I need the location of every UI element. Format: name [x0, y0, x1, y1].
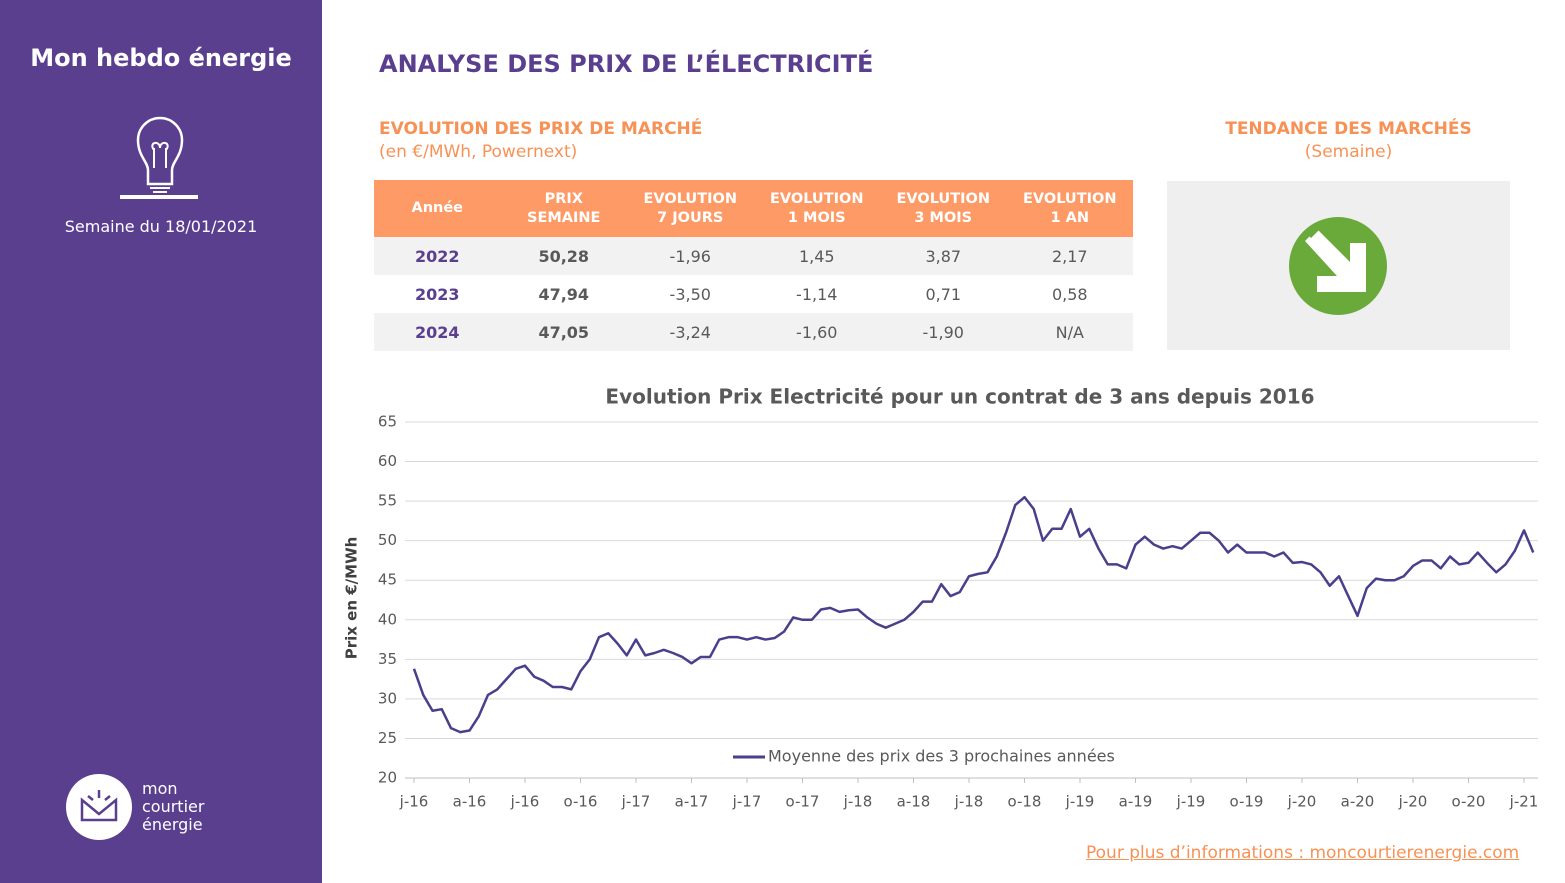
trend-title: TENDANCE DES MARCHÉS	[1225, 119, 1472, 139]
logo-text: mon courtier énergie	[142, 780, 204, 834]
header-row: Année PRIX SEMAINE EVOLUTION 7 JOURS EVOLUT…	[374, 180, 1133, 237]
logo-line: courtier	[142, 797, 205, 816]
table-cell: -1,96	[627, 237, 754, 275]
x-tick-label: j-19	[1176, 793, 1206, 811]
x-tick-label: j-16	[510, 793, 540, 811]
series-line	[412, 495, 1535, 734]
x-tick-label: j-21	[1509, 793, 1539, 811]
column-header: EVOLUTION 1 AN	[1006, 180, 1133, 237]
y-tick-label: 55	[378, 492, 397, 510]
column-header: EVOLUTION 7 JOURS	[627, 180, 754, 237]
trend-icon	[1289, 217, 1387, 315]
logo-line: énergie	[142, 815, 203, 834]
column-header: Année	[374, 180, 501, 237]
table-row: 2023 47,94 -3,50 -1,14 0,71 0,58	[374, 275, 1133, 313]
y-tick-label: 60	[378, 452, 397, 470]
table-cell: 2022	[374, 237, 501, 275]
table-cell: N/A	[1006, 313, 1133, 351]
trend-box	[1167, 181, 1510, 350]
x-tick-label: j-19	[1065, 793, 1095, 811]
x-tick-label: a-18	[897, 793, 931, 811]
x-tick-label: a-20	[1341, 793, 1375, 811]
y-axis-label: Prix en €/MWh	[343, 537, 361, 660]
sidebar: Mon hebdo énergie Semaine du 18/01/2021 …	[0, 0, 322, 883]
table-cell: 3,87	[880, 237, 1007, 275]
market-title: EVOLUTION DES PRIX DE MARCHÉ	[379, 119, 703, 139]
y-tick-label: 20	[378, 769, 397, 787]
y-tick-label: 35	[378, 650, 397, 668]
y-tick-label: 50	[378, 531, 397, 549]
x-tick-label: o-16	[564, 793, 598, 811]
x-tick-label: j-18	[843, 793, 873, 811]
table-cell: 0,71	[925, 284, 962, 304]
table-row: 2022 50,28 -1,96 1,45 3,87 2,17	[374, 237, 1133, 275]
table-cell: 47,94	[538, 284, 590, 304]
x-tick-label: o-18	[1008, 793, 1042, 811]
page-title: ANALYSE DES PRIX DE L’ÉLECTRICITÉ	[379, 50, 874, 78]
table-cell: -3,50	[669, 284, 711, 304]
y-tick-label: 25	[378, 729, 397, 747]
table-cell: 0,58	[1051, 284, 1088, 304]
table-cell: 2,17	[1006, 237, 1133, 275]
x-tick-label: a-17	[675, 793, 709, 811]
table-cell: -1,14	[796, 284, 838, 304]
table-row: 2024 47,05 -3,24 -1,60 -1,90 N/A	[374, 313, 1133, 351]
x-tick-label: j-17	[621, 793, 651, 811]
column-header: EVOLUTION 1 MOIS	[753, 180, 880, 237]
x-tick-label: j-20	[1287, 793, 1317, 811]
x-tick-label: o-17	[786, 793, 820, 811]
table-cell: -1,60	[753, 313, 880, 351]
x-tick-label: a-16	[453, 793, 487, 811]
x-tick-label: o-20	[1452, 793, 1486, 811]
trend-subtitle: (Semaine)	[1304, 142, 1393, 162]
x-tick-label: a-19	[1119, 793, 1153, 811]
column-header: PRIX SEMAINE	[500, 180, 627, 237]
table-cell: -3,24	[627, 313, 754, 351]
table-cell: 1,45	[753, 237, 880, 275]
sidebar-week: Semaine du 18/01/2021	[64, 217, 258, 236]
x-tick-label: j-20	[1398, 793, 1428, 811]
legend-label: Moyenne des prix des 3 prochaines années	[768, 747, 1115, 766]
table-cell: 2024	[374, 313, 501, 351]
y-tick-label: 65	[378, 413, 397, 431]
market-subtitle: (en €/MWh, Powernext)	[379, 142, 578, 162]
y-tick-label: 45	[378, 571, 397, 589]
x-tick-label: o-19	[1230, 793, 1264, 811]
price-table: Année PRIX SEMAINE EVOLUTION 7 JOURS EVOLUT…	[374, 180, 1133, 351]
bulb-icon	[120, 116, 198, 199]
x-tick-label: j-16	[399, 793, 429, 811]
x-tick-label: j-18	[954, 793, 984, 811]
x-tick-label: j-17	[732, 793, 762, 811]
table-cell: 50,28	[500, 237, 627, 275]
logo-line: mon	[142, 779, 178, 798]
sidebar-title: Mon hebdo énergie	[30, 44, 292, 72]
table-cell: 2023	[414, 284, 460, 304]
y-tick-label: 40	[378, 610, 397, 628]
chart-title: Evolution Prix Electricité pour un contr…	[605, 385, 1314, 409]
column-header: EVOLUTION 3 MOIS	[880, 180, 1007, 237]
logo-icon	[66, 774, 132, 840]
table-cell: -1,90	[880, 313, 1007, 351]
info-link[interactable]: Pour plus d’informations : moncourtieren…	[1086, 843, 1520, 863]
table-cell: 47,05	[500, 313, 627, 351]
y-tick-label: 30	[378, 689, 397, 707]
